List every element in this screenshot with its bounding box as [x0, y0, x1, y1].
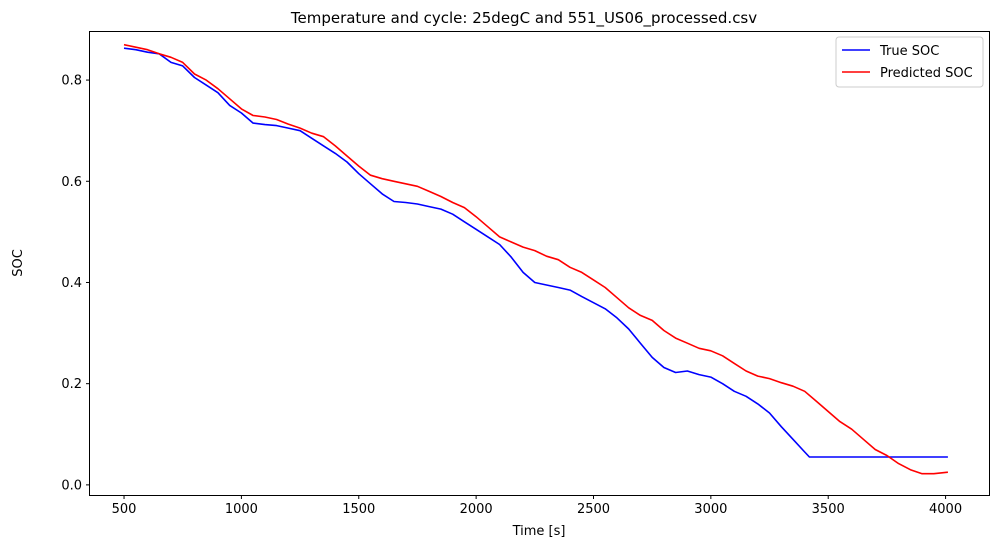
series-line-predicted-soc: [123, 43, 948, 475]
y-axis-ticks: 0.0 0.2 0.4 0.6 0.8: [61, 74, 90, 493]
x-tick-label: 1000: [225, 502, 258, 517]
y-tick-label: 0.4: [61, 276, 82, 291]
x-tick-label: 1500: [342, 502, 375, 517]
y-tick-label: 0.6: [61, 175, 82, 190]
plot-series: [123, 43, 948, 475]
x-tick-label: 3000: [694, 502, 727, 517]
plot-frame: [89, 31, 990, 496]
x-tick-label: 4000: [929, 502, 962, 517]
chart-title: Temperature and cycle: 25degC and 551_US…: [290, 9, 757, 28]
y-axis-label: SOC: [11, 249, 26, 277]
legend-label-true-soc: True SOC: [879, 44, 939, 59]
x-tick-label: 3500: [812, 502, 845, 517]
x-tick-label: 500: [112, 502, 137, 517]
x-axis-label: Time [s]: [512, 524, 566, 539]
legend-box: [835, 36, 984, 88]
legend: True SOC Predicted SOC: [835, 36, 984, 88]
y-tick-label: 0.8: [61, 74, 82, 89]
legend-label-predicted-soc: Predicted SOC: [880, 66, 973, 81]
y-tick-label: 0.0: [61, 478, 82, 493]
series-line-true-soc: [123, 47, 948, 458]
y-tick-label: 0.2: [61, 377, 82, 392]
x-axis-ticks: 500 1000 1500 2000 2500 3000 3500 4000: [112, 495, 962, 517]
x-tick-label: 2500: [577, 502, 610, 517]
x-tick-label: 2000: [460, 502, 493, 517]
